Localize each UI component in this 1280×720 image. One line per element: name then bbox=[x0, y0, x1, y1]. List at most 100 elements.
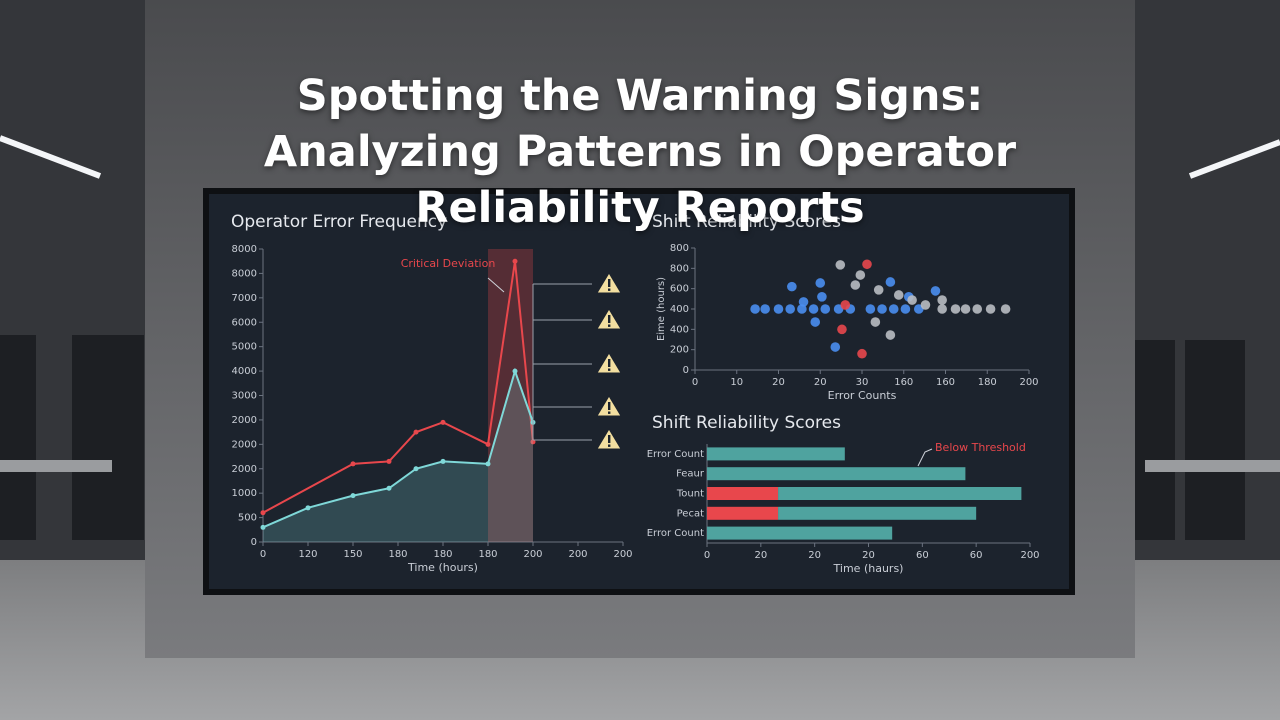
ceiling-light bbox=[0, 135, 102, 179]
point bbox=[862, 259, 872, 270]
area bbox=[263, 371, 533, 542]
point bbox=[413, 466, 419, 472]
warning-mark bbox=[608, 435, 611, 443]
point bbox=[855, 270, 866, 280]
point bbox=[985, 304, 996, 314]
x-tick-label: 20 bbox=[862, 550, 875, 561]
point bbox=[893, 290, 904, 300]
point bbox=[512, 368, 518, 374]
annotation-arrow bbox=[487, 277, 505, 293]
point bbox=[350, 493, 356, 499]
x-tick-label: 60 bbox=[970, 550, 983, 561]
point bbox=[900, 304, 911, 314]
point bbox=[873, 285, 884, 295]
x-tick-label: 200 bbox=[523, 549, 542, 560]
y-tick-label: Error Count bbox=[647, 528, 704, 539]
point bbox=[937, 295, 947, 305]
point bbox=[440, 458, 446, 464]
point bbox=[785, 304, 795, 314]
point bbox=[350, 461, 356, 467]
point bbox=[512, 258, 518, 264]
annotation: Critical Deviation bbox=[401, 257, 496, 270]
point bbox=[798, 297, 809, 307]
point bbox=[750, 304, 760, 314]
x-tick-label: 200 bbox=[1020, 550, 1039, 561]
y-tick-label: 8000 bbox=[232, 244, 257, 255]
point bbox=[937, 304, 947, 314]
point bbox=[787, 281, 797, 292]
point bbox=[870, 317, 881, 327]
y-tick-label: 7000 bbox=[232, 293, 257, 304]
x-tick-label: 200 bbox=[1019, 377, 1038, 388]
bar bbox=[778, 487, 1022, 500]
point bbox=[920, 300, 931, 310]
point bbox=[810, 317, 821, 327]
y-tick-label: 800 bbox=[670, 243, 689, 254]
point bbox=[950, 304, 961, 314]
point bbox=[835, 260, 846, 270]
y-tick-label: 200 bbox=[670, 345, 689, 356]
warning-mark bbox=[608, 402, 611, 410]
point bbox=[485, 441, 491, 447]
bar bbox=[707, 447, 845, 461]
bar bbox=[707, 467, 966, 481]
point bbox=[907, 295, 917, 305]
point bbox=[386, 485, 392, 491]
bar bbox=[707, 506, 779, 520]
point bbox=[260, 524, 266, 530]
y-tick-label: 1000 bbox=[232, 488, 257, 499]
y-tick-label: 8000 bbox=[232, 268, 257, 279]
x-axis-label: Time (haurs) bbox=[833, 562, 904, 575]
bar bbox=[707, 487, 779, 500]
point bbox=[386, 458, 392, 464]
x-axis-label: Time (hours) bbox=[407, 561, 478, 574]
line bbox=[262, 261, 534, 514]
point bbox=[830, 342, 841, 352]
y-tick-label: 0 bbox=[251, 537, 257, 548]
chart-title: Shift Reliability Scores bbox=[652, 413, 841, 433]
page-title: Spotting the Warning Signs: Analyzing Pa… bbox=[263, 71, 1017, 233]
point bbox=[885, 330, 896, 340]
point bbox=[773, 304, 784, 314]
y-tick-label: 0 bbox=[683, 365, 689, 376]
point bbox=[885, 277, 896, 287]
desk bbox=[1145, 460, 1280, 472]
x-tick-label: 20 bbox=[808, 550, 821, 561]
y-tick-label: 2000 bbox=[232, 415, 257, 426]
y-tick-label: 2000 bbox=[232, 464, 257, 475]
bar bbox=[707, 526, 893, 540]
point bbox=[305, 505, 311, 511]
x-tick-label: 180 bbox=[433, 549, 452, 560]
x-tick-label: 20 bbox=[754, 550, 767, 561]
point bbox=[485, 461, 491, 467]
x-tick-label: 180 bbox=[978, 377, 997, 388]
desk bbox=[0, 460, 112, 472]
point bbox=[850, 280, 861, 290]
y-tick-label: 4000 bbox=[232, 366, 257, 377]
server-rack bbox=[0, 335, 36, 540]
point bbox=[960, 304, 971, 314]
x-tick-label: 200 bbox=[613, 549, 632, 560]
warning-mark bbox=[608, 359, 611, 367]
warning-dot bbox=[608, 368, 611, 371]
annotation: Below Threshold bbox=[935, 441, 1026, 454]
point bbox=[930, 286, 941, 296]
point bbox=[817, 292, 827, 302]
server-rack bbox=[1135, 340, 1175, 540]
point bbox=[840, 300, 851, 310]
point bbox=[815, 278, 826, 288]
point bbox=[865, 304, 876, 314]
y-tick-label: 5000 bbox=[232, 342, 257, 353]
point bbox=[260, 510, 266, 516]
point bbox=[837, 324, 847, 335]
point bbox=[808, 304, 819, 314]
point bbox=[413, 429, 419, 435]
x-tick-label: 0 bbox=[704, 550, 710, 561]
y-tick-label: 500 bbox=[238, 513, 257, 524]
y-tick-label: 3000 bbox=[232, 391, 257, 402]
x-tick-label: 120 bbox=[298, 549, 317, 560]
y-tick-label: 800 bbox=[670, 263, 689, 274]
x-axis-label: Error Counts bbox=[828, 389, 897, 402]
x-tick-label: 60 bbox=[916, 550, 929, 561]
